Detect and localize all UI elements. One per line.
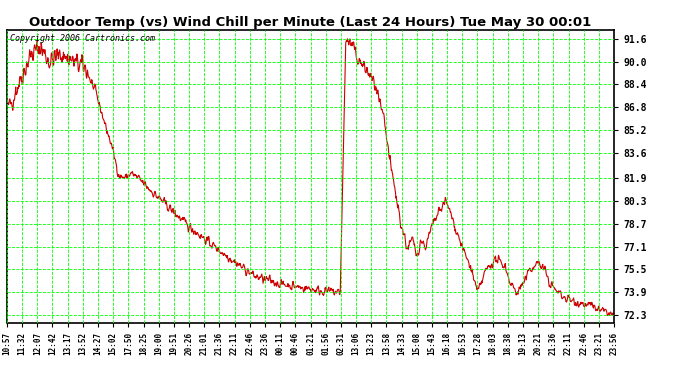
Title: Outdoor Temp (vs) Wind Chill per Minute (Last 24 Hours) Tue May 30 00:01: Outdoor Temp (vs) Wind Chill per Minute … [30, 16, 591, 29]
Text: Copyright 2006 Cartronics.com: Copyright 2006 Cartronics.com [10, 34, 155, 44]
